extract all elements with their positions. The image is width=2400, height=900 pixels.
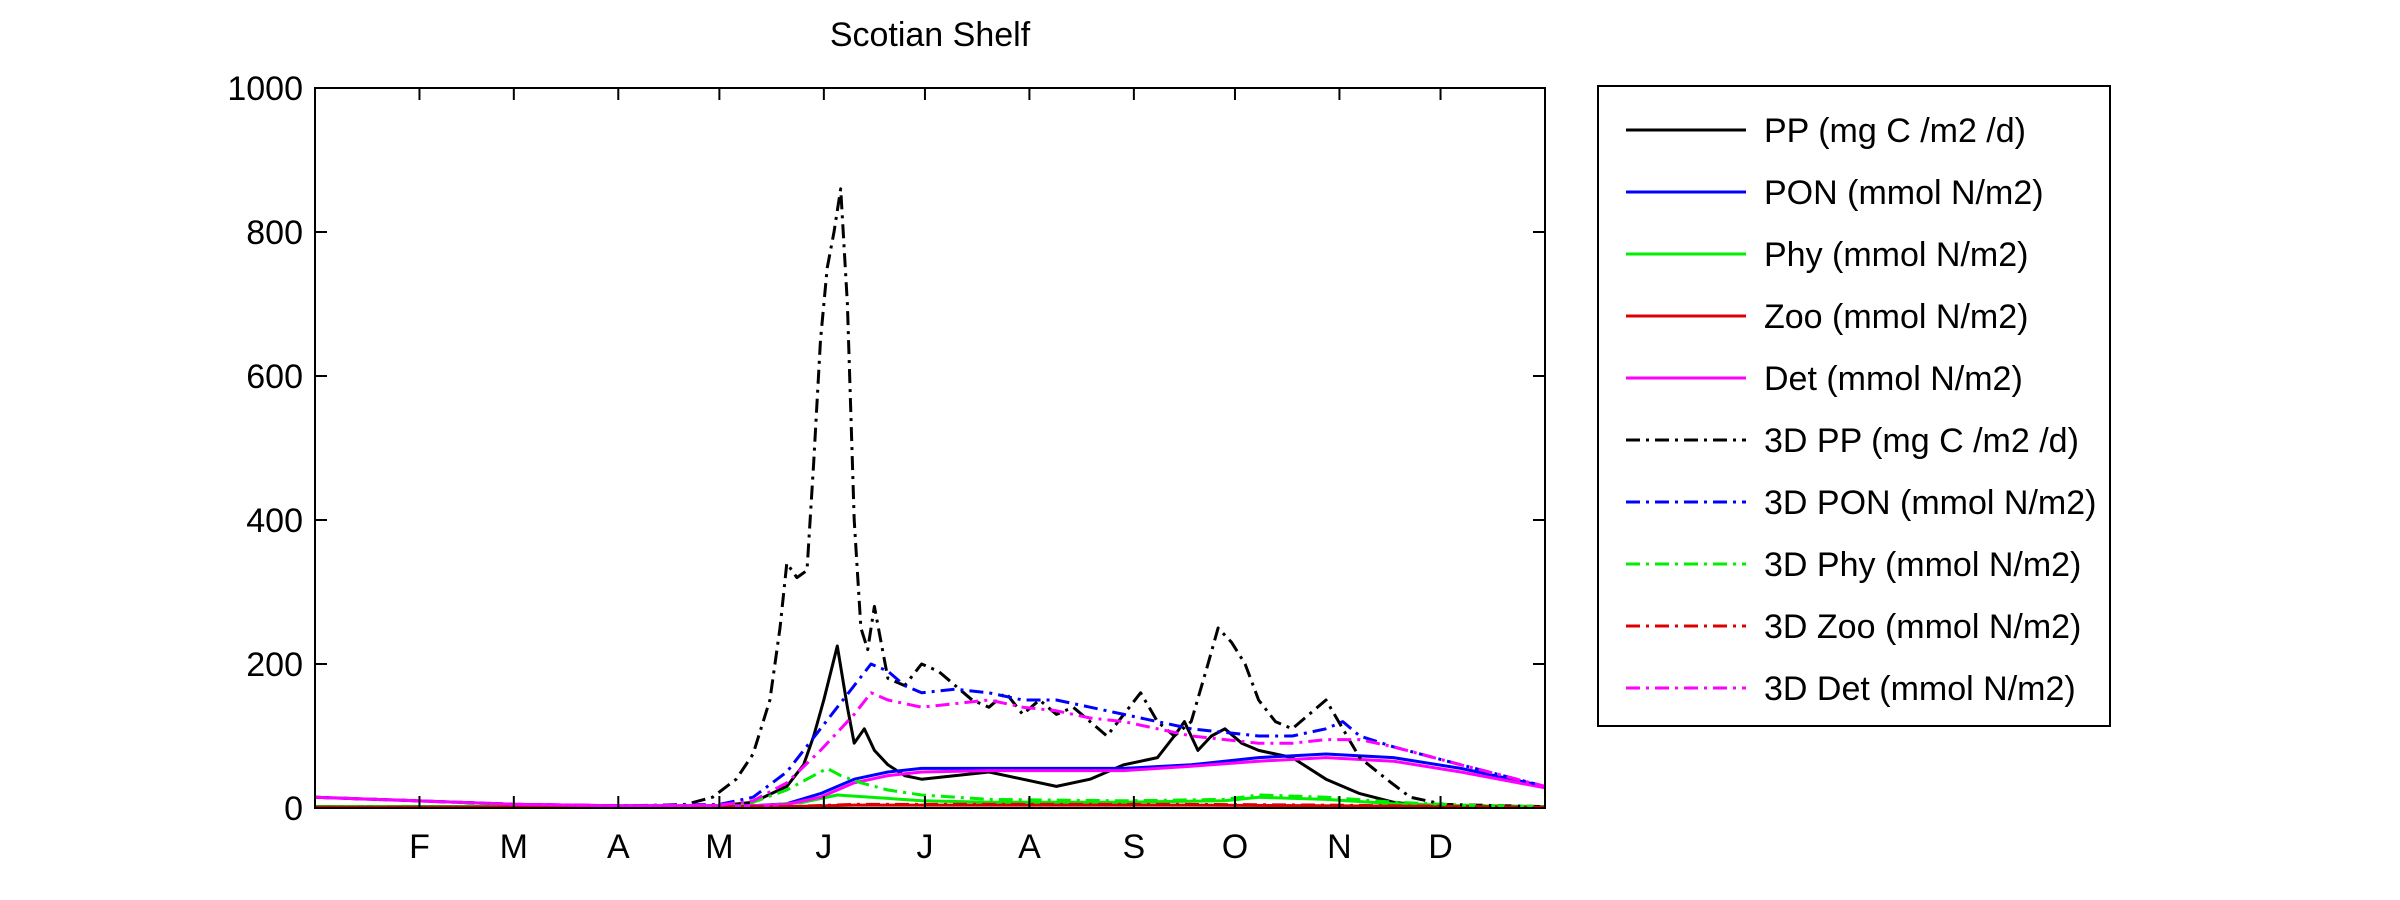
x-tick-label: F [409, 828, 430, 866]
series-line [315, 644, 1545, 808]
series-line [315, 802, 1545, 808]
legend-label: 3D PON (mmol N/m2) [1764, 484, 2096, 522]
series-line [315, 662, 1545, 808]
x-tick-label: J [815, 828, 832, 866]
y-tick-label: 800 [246, 214, 303, 252]
series-line [315, 752, 1545, 808]
y-tick-label: 0 [284, 790, 303, 828]
legend-label: Phy (mmol N/m2) [1764, 236, 2028, 274]
y-tick-label: 200 [246, 646, 303, 684]
x-tick-label: N [1327, 828, 1352, 866]
series-line [315, 187, 1545, 808]
series-line [315, 691, 1545, 808]
legend-label: 3D PP (mg C /m2 /d) [1764, 422, 2079, 460]
plot-area: 0 200 400 600 800 1000 F M A M J J A S O N D [227, 70, 1546, 866]
legend-label: Det (mmol N/m2) [1764, 360, 2023, 398]
x-tick-label: M [500, 828, 528, 866]
x-tick-label: A [1018, 828, 1041, 866]
legend-label: 3D Zoo (mmol N/m2) [1764, 608, 2081, 646]
legend-label: PP (mg C /m2 /d) [1764, 112, 2026, 150]
legend: PP (mg C /m2 /d) PON (mmol N/m2) Phy (mmol… [1597, 85, 2111, 727]
legend-label: 3D Phy (mmol N/m2) [1764, 546, 2081, 584]
chart-title: Scotian Shelf [830, 16, 1031, 54]
y-tick-label: 400 [246, 502, 303, 540]
x-tick-label: A [607, 828, 630, 866]
x-tick-label: M [705, 828, 733, 866]
series-line [315, 766, 1545, 808]
plot-frame [314, 87, 1546, 809]
legend-label: Zoo (mmol N/m2) [1764, 298, 2028, 336]
y-tick-label: 600 [246, 358, 303, 396]
series-line [315, 756, 1545, 808]
x-tick-label: D [1428, 828, 1453, 866]
y-tick-label: 1000 [227, 70, 303, 108]
x-tick-label: S [1123, 828, 1146, 866]
legend-label: PON (mmol N/m2) [1764, 174, 2044, 212]
x-tick-label: O [1222, 828, 1248, 866]
legend-label: 3D Det (mmol N/m2) [1764, 670, 2076, 708]
x-tick-label: J [916, 828, 933, 866]
